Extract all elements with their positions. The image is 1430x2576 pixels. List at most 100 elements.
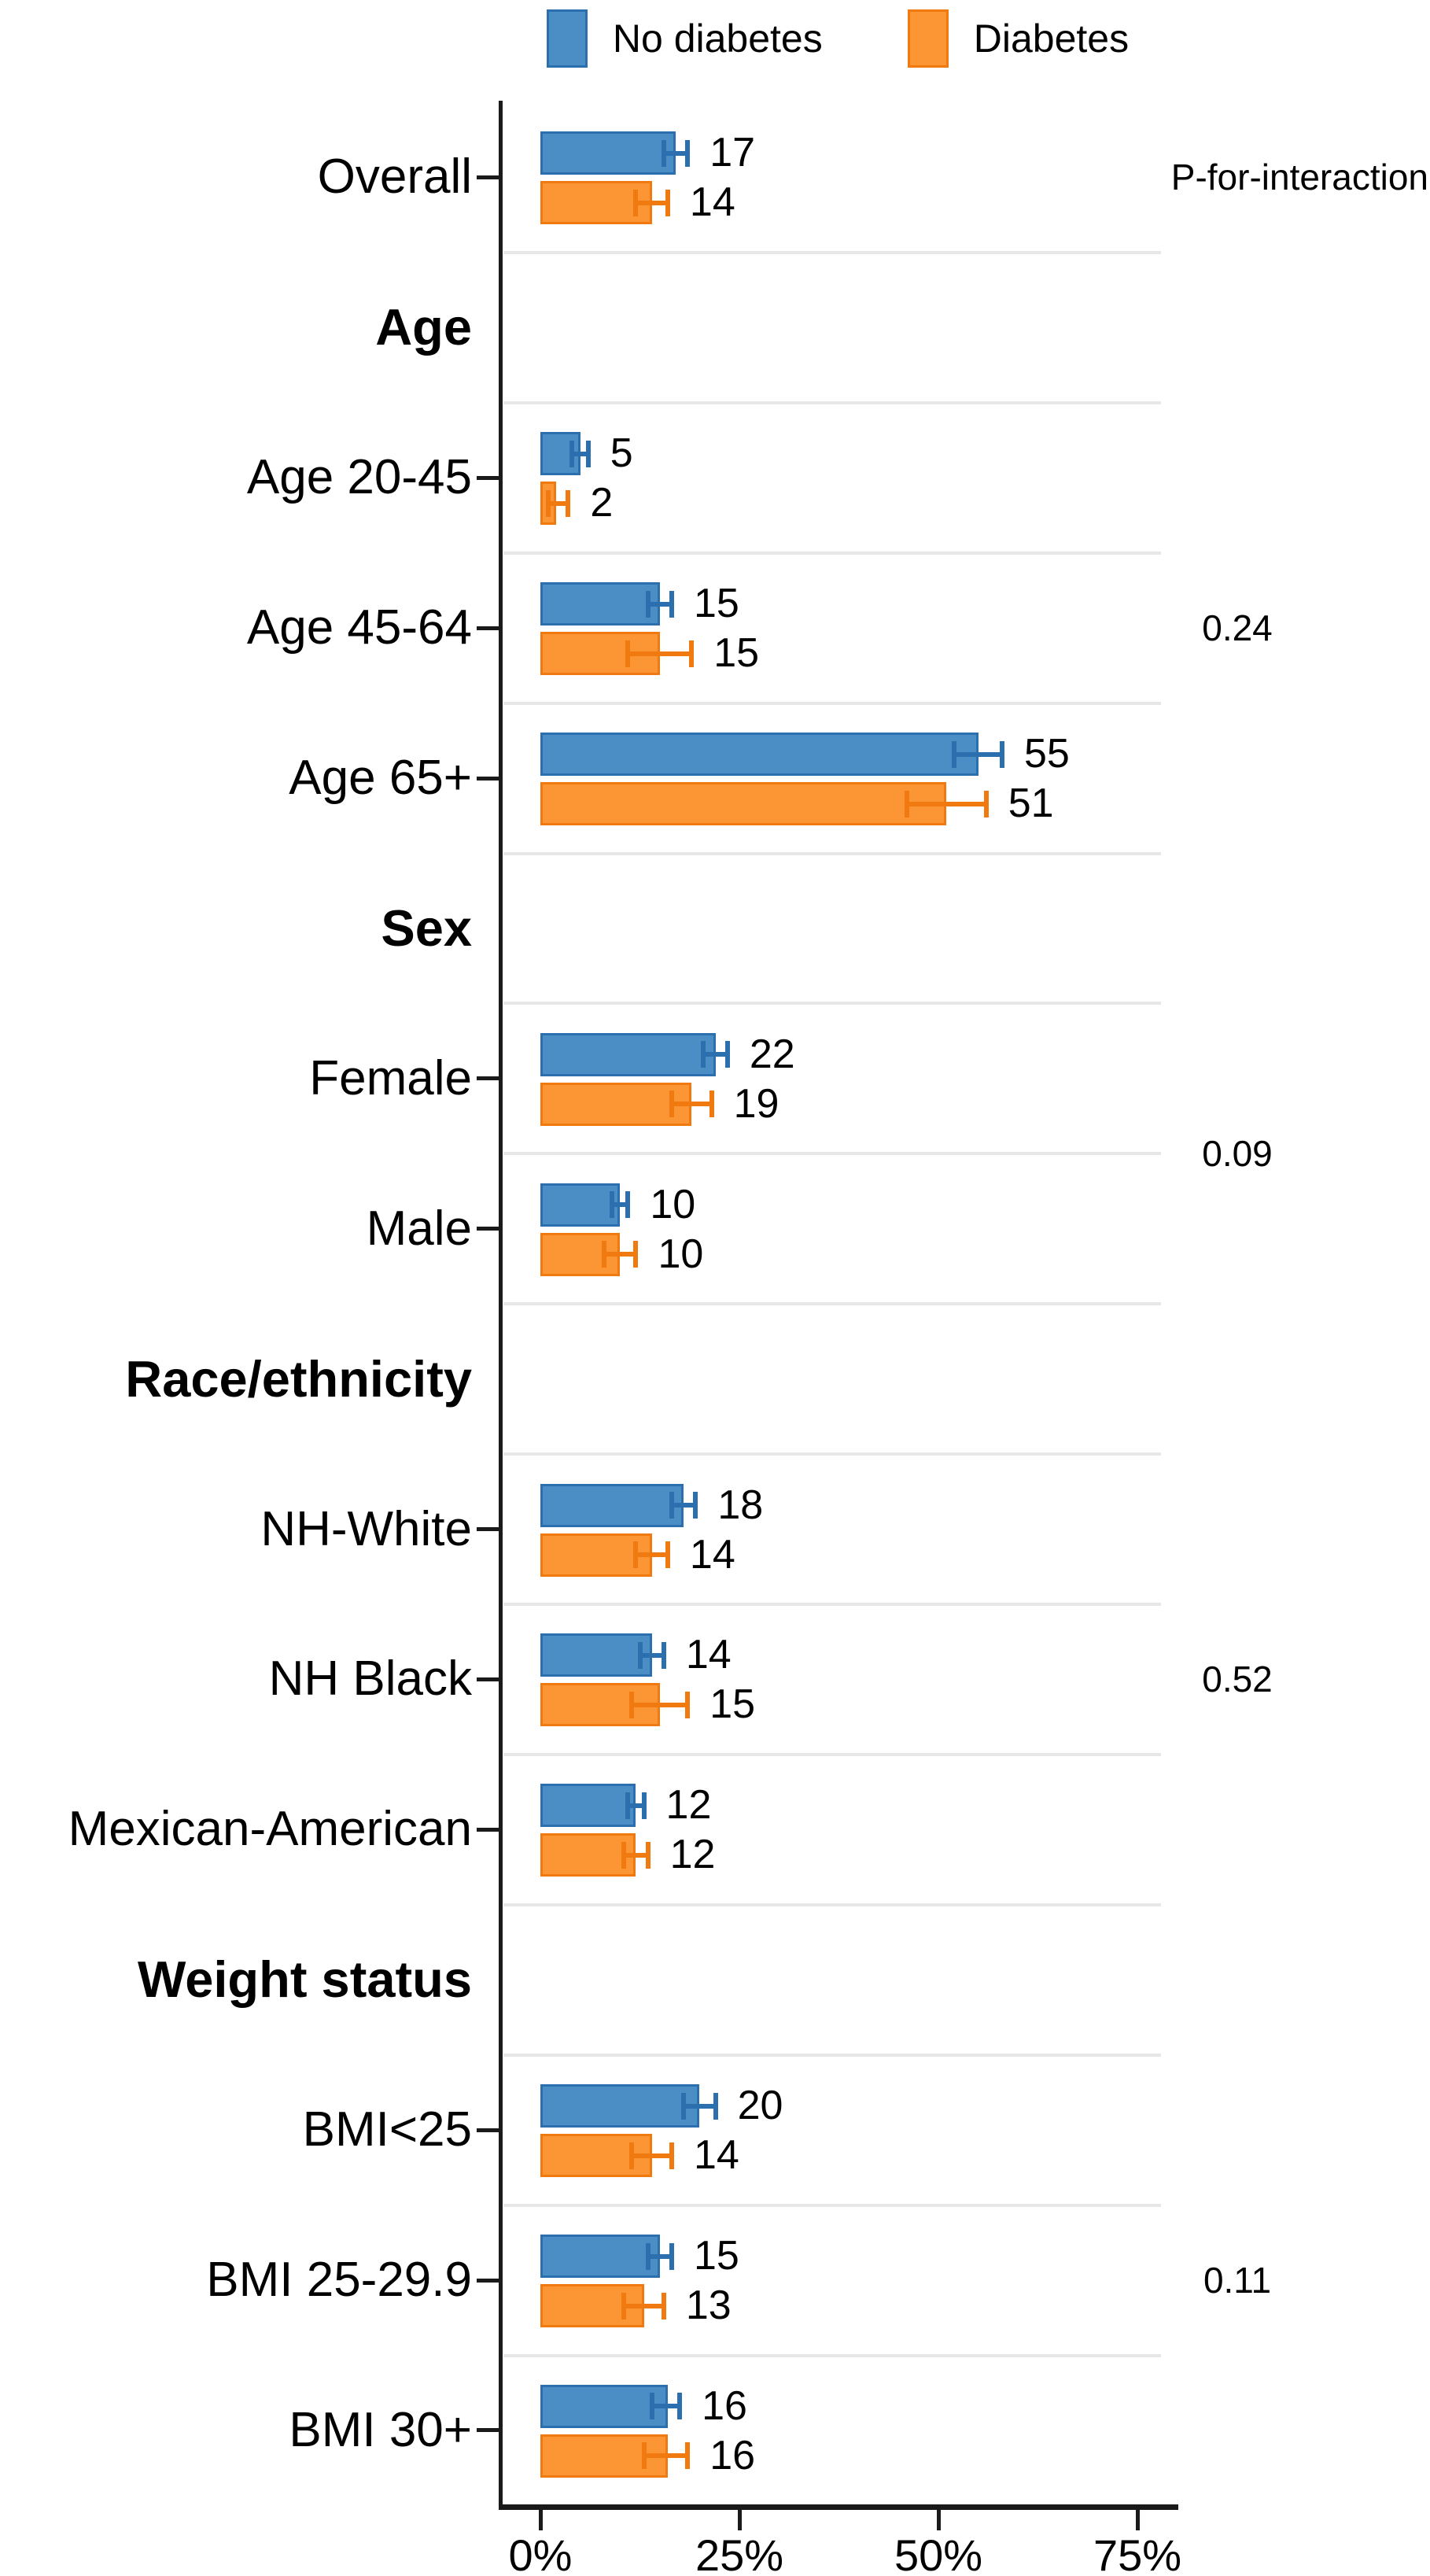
row-separator bbox=[503, 1002, 1161, 1006]
error-bar-no-diabetes bbox=[647, 2253, 672, 2259]
value-label-no-diabetes: 15 bbox=[693, 2233, 739, 2279]
error-bar-diabetes bbox=[548, 500, 569, 506]
error-bar-cap-diabetes bbox=[665, 189, 670, 216]
error-bar-cap-no-diabetes bbox=[585, 440, 591, 467]
error-bar-no-diabetes bbox=[612, 1202, 628, 1208]
row-separator bbox=[503, 250, 1161, 254]
row-separator bbox=[503, 1152, 1161, 1156]
category-label: Age 45-64 bbox=[246, 600, 472, 655]
legend: No diabetes Diabetes bbox=[496, 5, 1180, 72]
error-bar-cap-no-diabetes bbox=[645, 590, 651, 618]
error-bar-cap-diabetes bbox=[629, 2142, 635, 2169]
error-bar-no-diabetes bbox=[684, 2103, 716, 2109]
row-separator bbox=[503, 1302, 1161, 1306]
error-bar-cap-no-diabetes bbox=[677, 2393, 683, 2420]
error-bar-cap-diabetes bbox=[665, 1541, 670, 1569]
category-axis-tick bbox=[477, 1227, 502, 1231]
value-label-no-diabetes: 55 bbox=[1023, 731, 1070, 777]
p-for-interaction-value: 0.09 bbox=[1202, 1133, 1273, 1175]
value-label-no-diabetes: 16 bbox=[702, 2382, 747, 2429]
category-label: NH Black bbox=[268, 1652, 472, 1707]
error-bar-diabetes bbox=[636, 1552, 668, 1558]
category-axis-tick bbox=[477, 1076, 502, 1081]
category-label: Age 20-45 bbox=[246, 450, 472, 505]
category-axis-tick bbox=[477, 626, 502, 630]
value-label-no-diabetes: 14 bbox=[685, 1632, 732, 1678]
error-bar-cap-diabetes bbox=[601, 1241, 606, 1268]
error-bar-cap-no-diabetes bbox=[669, 590, 674, 618]
error-bar-cap-no-diabetes bbox=[625, 1191, 631, 1219]
category-axis-tick bbox=[477, 2428, 502, 2433]
error-bar-cap-diabetes bbox=[983, 790, 989, 817]
x-axis-tick bbox=[538, 2510, 543, 2530]
value-label-diabetes: 14 bbox=[689, 179, 735, 226]
error-bar-no-diabetes bbox=[647, 601, 672, 607]
row-separator bbox=[503, 2053, 1161, 2057]
error-bar-no-diabetes bbox=[954, 751, 1002, 757]
legend-item-diabetes: Diabetes bbox=[907, 5, 1129, 72]
group-header-label: Age bbox=[375, 298, 472, 356]
y-axis-line bbox=[499, 101, 503, 2510]
error-bar-diabetes bbox=[643, 2453, 688, 2459]
value-label-diabetes: 10 bbox=[658, 1231, 704, 1277]
error-bar-cap-diabetes bbox=[709, 1091, 714, 1118]
category-label: Age 65+ bbox=[289, 751, 472, 806]
error-bar-cap-no-diabetes bbox=[681, 2092, 687, 2120]
value-label-diabetes: 51 bbox=[1008, 781, 1054, 827]
error-bar-cap-no-diabetes bbox=[661, 139, 666, 167]
error-bar-cap-no-diabetes bbox=[701, 1041, 706, 1068]
error-bar-cap-no-diabetes bbox=[952, 740, 957, 768]
bar-no-diabetes bbox=[540, 733, 979, 777]
row-separator bbox=[503, 1902, 1161, 1906]
bar-no-diabetes bbox=[540, 2084, 700, 2128]
value-label-diabetes: 2 bbox=[590, 480, 614, 526]
error-bar-cap-no-diabetes bbox=[569, 440, 575, 467]
row-separator bbox=[503, 400, 1161, 404]
error-bar-cap-diabetes bbox=[633, 1241, 639, 1268]
error-bar-cap-diabetes bbox=[621, 2292, 627, 2320]
value-label-no-diabetes: 5 bbox=[610, 430, 633, 477]
error-bar-no-diabetes bbox=[639, 1652, 664, 1658]
error-bar-cap-diabetes bbox=[621, 1841, 627, 1869]
error-bar-cap-no-diabetes bbox=[637, 1641, 643, 1669]
error-bar-diabetes bbox=[603, 1252, 636, 1257]
category-axis-tick bbox=[477, 1677, 502, 1681]
x-axis-tick bbox=[737, 2510, 742, 2530]
value-label-no-diabetes: 17 bbox=[709, 130, 756, 176]
error-bar-no-diabetes bbox=[628, 1803, 644, 1808]
error-bar-cap-no-diabetes bbox=[724, 1041, 730, 1068]
value-label-diabetes: 12 bbox=[669, 1832, 716, 1878]
category-label: Overall bbox=[317, 149, 472, 205]
p-for-interaction-value: 0.11 bbox=[1203, 2260, 1272, 2301]
row-separator bbox=[503, 1452, 1161, 1456]
error-bar-cap-diabetes bbox=[685, 2442, 691, 2470]
x-axis-tick bbox=[1135, 2510, 1140, 2530]
p-for-interaction-value: 0.52 bbox=[1202, 1659, 1273, 1700]
category-label: Female bbox=[309, 1050, 472, 1105]
bar-no-diabetes bbox=[540, 1784, 636, 1828]
error-bar-diabetes bbox=[624, 2303, 664, 2308]
group-header-label: Sex bbox=[381, 899, 472, 957]
row-separator bbox=[503, 551, 1161, 555]
value-label-diabetes: 14 bbox=[689, 1531, 735, 1578]
bar-diabetes bbox=[540, 782, 947, 826]
error-bar-cap-no-diabetes bbox=[649, 2393, 654, 2420]
error-bar-cap-diabetes bbox=[685, 1691, 691, 1718]
group-header-label: Race/ethnicity bbox=[125, 1349, 472, 1408]
bar-diabetes bbox=[540, 181, 652, 225]
legend-key-diabetes-icon bbox=[907, 9, 949, 68]
error-bar-no-diabetes bbox=[671, 1503, 696, 1508]
x-axis-tick-label: 75% bbox=[1093, 2530, 1182, 2576]
error-bar-cap-diabetes bbox=[661, 2292, 666, 2320]
error-bar-no-diabetes bbox=[663, 150, 688, 156]
value-label-diabetes: 13 bbox=[685, 2283, 732, 2329]
value-label-no-diabetes: 20 bbox=[737, 2083, 783, 2129]
p-for-interaction-value: 0.24 bbox=[1202, 607, 1273, 649]
bar-diabetes bbox=[540, 1082, 692, 1126]
legend-item-no-diabetes: No diabetes bbox=[546, 5, 823, 72]
error-bar-cap-diabetes bbox=[689, 640, 695, 667]
category-axis-tick bbox=[477, 1527, 502, 1532]
bar-no-diabetes bbox=[540, 2235, 660, 2279]
value-label-diabetes: 14 bbox=[693, 2132, 739, 2179]
error-bar-cap-diabetes bbox=[645, 1841, 651, 1869]
